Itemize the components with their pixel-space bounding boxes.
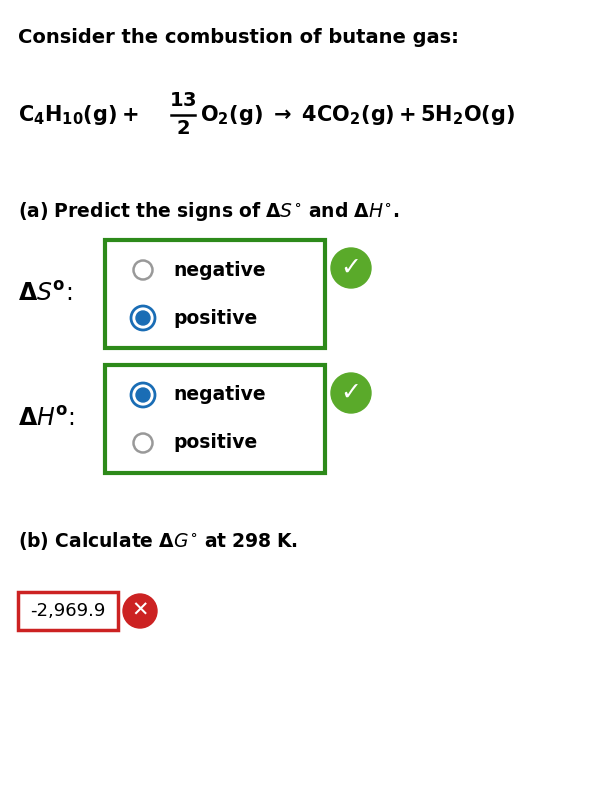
Bar [105,240,325,348]
Text: $\bf{(a)\ Predict\ the\ signs\ of\ \Delta \mathit{S}^{\circ}\ and\ \Delta \mathi: $\bf{(a)\ Predict\ the\ signs\ of\ \Delt… [18,200,399,223]
Text: ✓: ✓ [340,381,362,405]
Text: positive: positive [173,433,257,452]
Circle shape [136,388,150,402]
Text: $\mathbf{2}$: $\mathbf{2}$ [176,120,190,139]
Circle shape [331,373,371,413]
Text: ✕: ✕ [131,601,148,621]
Bar [18,592,118,630]
Text: ✓: ✓ [340,256,362,280]
Text: negative: negative [173,385,266,405]
Text: positive: positive [173,309,257,327]
Circle shape [331,248,371,288]
Text: Consider the combustion of butane gas:: Consider the combustion of butane gas: [18,28,459,47]
Text: $\mathbf{\Delta \mathit{H}^{o}}$:: $\mathbf{\Delta \mathit{H}^{o}}$: [18,407,75,431]
Text: negative: negative [173,260,266,279]
Text: $\mathbf{\Delta \mathit{S}^{o}}$:: $\mathbf{\Delta \mathit{S}^{o}}$: [18,282,72,306]
Bar [105,365,325,473]
Text: -2,969.9: -2,969.9 [30,602,106,620]
Text: $\mathbf{C_4H_{10}(g) +}$: $\mathbf{C_4H_{10}(g) +}$ [18,103,138,127]
Text: $\bf{(b)\ Calculate\ \Delta \mathit{G}^{\circ}\ at\ 298\ K.}$: $\bf{(b)\ Calculate\ \Delta \mathit{G}^{… [18,530,298,552]
Circle shape [136,311,150,325]
Circle shape [123,594,157,628]
Text: $\mathbf{O_2(g)\ \rightarrow\ 4CO_2(g) + 5H_2O(g)}$: $\mathbf{O_2(g)\ \rightarrow\ 4CO_2(g) +… [200,103,515,127]
Text: $\mathbf{13}$: $\mathbf{13}$ [169,92,197,110]
